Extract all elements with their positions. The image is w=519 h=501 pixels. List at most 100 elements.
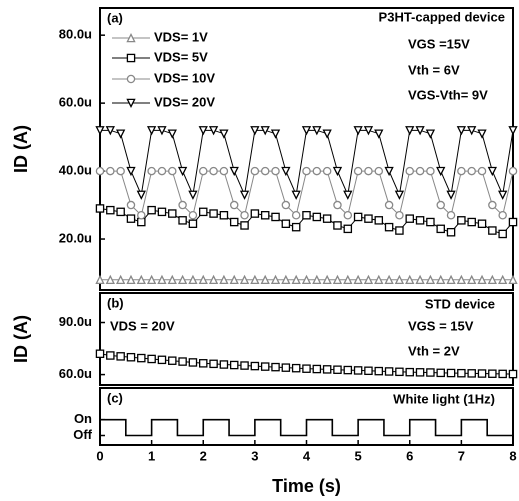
marker bbox=[157, 274, 167, 285]
marker bbox=[260, 362, 270, 371]
marker bbox=[456, 126, 467, 136]
marker bbox=[405, 166, 414, 176]
legend-label: VDS= 1V bbox=[154, 29, 208, 44]
marker bbox=[167, 274, 177, 285]
marker bbox=[426, 166, 435, 176]
marker bbox=[105, 274, 115, 285]
marker bbox=[446, 368, 456, 378]
marker bbox=[229, 360, 239, 370]
marker bbox=[394, 274, 405, 285]
marker bbox=[126, 214, 136, 223]
marker bbox=[188, 190, 198, 200]
panel-label: (b) bbox=[107, 295, 124, 310]
marker bbox=[240, 211, 249, 220]
marker bbox=[333, 365, 342, 374]
marker bbox=[126, 352, 136, 362]
marker bbox=[137, 211, 146, 220]
marker bbox=[126, 200, 136, 210]
marker bbox=[384, 200, 394, 210]
marker bbox=[198, 207, 208, 217]
marker bbox=[178, 200, 187, 210]
marker bbox=[426, 368, 435, 377]
marker bbox=[436, 224, 445, 234]
annotation: Vth = 6V bbox=[408, 62, 460, 77]
marker bbox=[425, 129, 436, 139]
marker bbox=[322, 365, 332, 374]
marker bbox=[508, 126, 518, 136]
marker bbox=[477, 274, 487, 285]
marker bbox=[188, 211, 198, 220]
marker bbox=[229, 274, 239, 285]
marker bbox=[322, 129, 332, 139]
marker bbox=[446, 227, 456, 237]
marker bbox=[508, 369, 518, 379]
marker bbox=[126, 274, 136, 285]
marker bbox=[137, 353, 146, 363]
y-tick-label: 60.0u bbox=[59, 366, 92, 381]
marker bbox=[126, 74, 136, 84]
marker bbox=[477, 219, 487, 228]
marker bbox=[343, 274, 353, 285]
marker bbox=[301, 126, 312, 136]
x-tick-label: 1 bbox=[148, 448, 155, 463]
marker bbox=[219, 274, 229, 285]
marker bbox=[312, 126, 322, 136]
marker bbox=[508, 274, 518, 285]
marker bbox=[343, 224, 353, 234]
marker bbox=[188, 358, 198, 367]
x-tick-label: 6 bbox=[406, 448, 413, 463]
x-tick-label: 2 bbox=[200, 448, 207, 463]
y-tick-label: 80.0u bbox=[59, 27, 92, 42]
marker bbox=[146, 126, 157, 136]
marker bbox=[302, 166, 311, 176]
marker bbox=[498, 211, 507, 220]
y-axis-title: ID (A) bbox=[11, 315, 31, 363]
marker bbox=[209, 359, 218, 369]
marker bbox=[446, 190, 456, 200]
marker bbox=[198, 166, 208, 176]
marker bbox=[374, 166, 384, 176]
marker bbox=[374, 129, 384, 139]
marker bbox=[219, 211, 229, 220]
panel-frame bbox=[99, 292, 514, 386]
marker bbox=[374, 274, 384, 285]
x-tick-label: 3 bbox=[251, 448, 258, 463]
marker bbox=[198, 274, 208, 285]
marker bbox=[353, 126, 363, 136]
annotation: Vth = 2V bbox=[408, 343, 460, 358]
marker bbox=[405, 214, 414, 223]
y-tick-label: 40.0u bbox=[59, 163, 92, 178]
marker bbox=[312, 166, 322, 176]
marker bbox=[291, 211, 301, 220]
marker bbox=[508, 166, 518, 176]
marker bbox=[333, 200, 342, 210]
legend-label: VDS= 5V bbox=[154, 49, 208, 64]
marker bbox=[333, 221, 342, 230]
marker bbox=[167, 129, 177, 139]
annotation: White light (1Hz) bbox=[393, 391, 495, 406]
marker bbox=[188, 274, 198, 285]
marker bbox=[239, 274, 250, 285]
marker bbox=[446, 211, 456, 220]
marker bbox=[405, 126, 415, 136]
marker bbox=[177, 274, 188, 285]
marker bbox=[415, 216, 425, 225]
marker bbox=[105, 126, 115, 136]
marker bbox=[498, 369, 507, 379]
marker bbox=[457, 216, 466, 225]
marker bbox=[477, 166, 487, 176]
marker bbox=[147, 354, 156, 364]
marker bbox=[126, 53, 136, 63]
marker bbox=[405, 367, 414, 377]
marker bbox=[364, 366, 373, 376]
marker bbox=[157, 207, 167, 217]
panel-label: (c) bbox=[107, 390, 123, 405]
marker bbox=[374, 216, 384, 225]
marker bbox=[384, 274, 394, 285]
marker bbox=[457, 368, 466, 378]
marker bbox=[343, 365, 353, 375]
marker bbox=[467, 166, 476, 176]
marker bbox=[384, 222, 394, 232]
marker bbox=[364, 166, 373, 176]
marker bbox=[302, 364, 311, 373]
